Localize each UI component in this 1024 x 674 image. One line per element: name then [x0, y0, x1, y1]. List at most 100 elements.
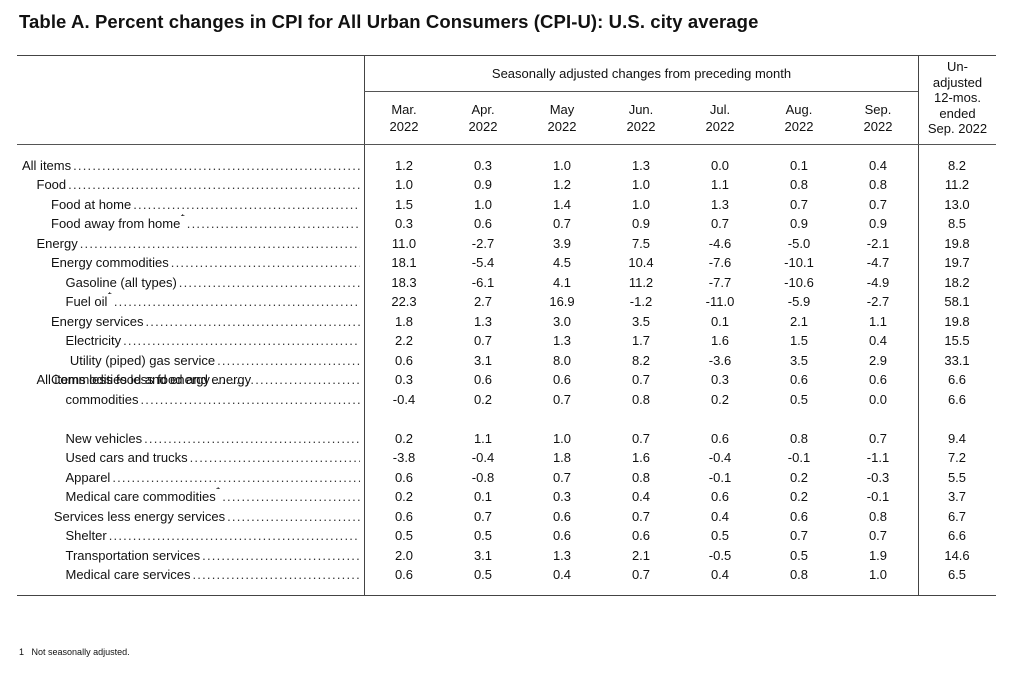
value-cell: 2.2 — [394, 333, 414, 348]
table-row: Commodities less food and energy commodit… — [0, 372, 1024, 410]
value-cell: 0.1 — [710, 313, 730, 329]
unadjusted-header-line: 12-mos. — [934, 90, 981, 105]
row-label-text: Utility (piped) gas service — [69, 352, 216, 368]
value-cell: 0.3 — [394, 372, 414, 387]
column-header-month: Sep. — [864, 102, 892, 117]
value-cell: 0.1 — [789, 157, 809, 173]
value-cell: 0.4 — [868, 157, 888, 173]
value-cell: 0.6 — [552, 528, 572, 543]
value-cell: 0.6 — [473, 216, 493, 231]
unadjusted-header-line: adjusted — [932, 74, 983, 90]
table-row: Used cars and trucks -3.8 -0.4 1.8 1.6 -0.4 -0… — [0, 448, 1024, 468]
leader-dots — [78, 234, 360, 254]
value-cell: 3.1 — [473, 352, 493, 368]
value-cell: -2.1 — [866, 235, 890, 251]
table-bottom-rule — [17, 595, 996, 596]
value-cell: 0.0 — [868, 391, 888, 407]
row-label: Food — [22, 175, 360, 195]
value-cell: 18.3 — [391, 274, 417, 290]
value-cell: 3.9 — [552, 235, 572, 251]
unadjusted-value-cell: 13.0 — [944, 196, 970, 212]
value-cell: 0.6 — [394, 469, 414, 485]
value-cell: 2.9 — [868, 352, 888, 368]
unadjusted-header-line: ended — [939, 105, 976, 121]
leader-dots — [215, 351, 360, 371]
unadjusted-value-cell: 8.5 — [947, 216, 967, 231]
column-header-year: 2022 — [863, 119, 893, 134]
value-cell: 0.4 — [552, 567, 572, 582]
row-label: Electricity — [22, 331, 360, 351]
footnote-reference: 1 — [216, 487, 220, 507]
row-label: Shelter — [22, 526, 360, 546]
value-cell: -11.0 — [705, 294, 735, 309]
value-cell: 0.4 — [868, 333, 888, 348]
unadjusted-value-cell: 14.6 — [944, 547, 970, 563]
value-cell: 0.8 — [868, 508, 888, 524]
value-cell: 0.8 — [789, 177, 809, 192]
value-cell: 0.7 — [552, 391, 572, 407]
table-row: Shelter 0.5 0.5 0.6 0.6 0.5 0.7 0.7 6.6 — [0, 526, 1024, 546]
value-cell: 0.1 — [473, 489, 493, 504]
column-header-year: 2022 — [547, 119, 577, 134]
unadjusted-value-cell: 19.7 — [944, 255, 970, 270]
table-row: Medical care services 0.6 0.5 0.4 0.7 0.4 0.8 1… — [0, 565, 1024, 585]
value-cell: -10.1 — [784, 255, 814, 270]
value-cell: 0.5 — [473, 567, 493, 582]
column-header: Jun. 2022 — [602, 101, 680, 135]
unadjusted-value-cell: 6.6 — [947, 391, 967, 407]
table-row: Services less energy services 0.6 0.7 0.6 0.… — [0, 507, 1024, 527]
value-cell: 10.4 — [628, 255, 654, 270]
group-header-rule — [364, 91, 918, 92]
row-label: Medical care services — [22, 565, 360, 585]
table-row: Food away from home1 0.3 0.6 0.7 0.9 0.7 0.9 0.… — [0, 214, 1024, 234]
table-row: All items less food and energy 0.3 0.6 0.6 0… — [0, 370, 1024, 390]
value-cell: 1.1 — [473, 430, 493, 446]
value-cell: 0.5 — [789, 547, 809, 563]
value-cell: -2.7 — [471, 235, 495, 251]
row-label-text: Electricity — [65, 333, 122, 348]
value-cell: 2.7 — [473, 294, 493, 309]
value-cell: 0.6 — [631, 528, 651, 543]
header-bottom-rule — [17, 144, 996, 145]
row-label-text: Gasoline (all types) — [65, 274, 177, 290]
leader-dots — [131, 195, 360, 215]
unadjusted-value-cell: 6.6 — [947, 528, 967, 543]
value-cell: 0.6 — [710, 430, 730, 446]
value-cell: 0.6 — [394, 508, 414, 524]
value-cell: -4.9 — [866, 274, 890, 290]
value-cell: 0.6 — [868, 372, 888, 387]
column-header-year: 2022 — [784, 119, 814, 134]
leader-dots — [177, 273, 360, 293]
row-label-text: Services less energy services — [53, 508, 226, 524]
value-cell: 0.7 — [631, 567, 651, 582]
row-label-text: Energy — [36, 235, 78, 251]
value-cell: 3.5 — [631, 313, 651, 329]
table-row: Transportation services 2.0 3.1 1.3 2.1 -0.5 0… — [0, 546, 1024, 566]
row-label-text: Energy commodities — [51, 255, 169, 270]
value-cell: -0.1 — [787, 450, 811, 465]
table-row: Energy 11.0 -2.7 3.9 7.5 -4.6 -5.0 -2.1 19.8 — [0, 234, 1024, 254]
value-cell: 0.5 — [473, 528, 493, 543]
value-cell: 0.8 — [631, 469, 651, 485]
value-cell: 1.2 — [552, 177, 572, 192]
table-row: Energy services 1.8 1.3 3.0 3.5 0.1 2.1 1.1 19.8 — [0, 312, 1024, 332]
row-label-text-continued: commodities — [65, 391, 139, 407]
unadjusted-value-cell: 6.6 — [947, 372, 967, 387]
row-label-text: Shelter — [65, 528, 107, 543]
column-header-month: Aug. — [785, 102, 813, 117]
row-label: Gasoline (all types) — [22, 273, 360, 293]
value-cell: 0.3 — [394, 216, 414, 231]
column-header: May 2022 — [523, 101, 601, 135]
value-cell: 0.9 — [789, 216, 809, 231]
unadjusted-value-cell: 18.2 — [944, 274, 970, 290]
row-label-text: Food — [36, 177, 67, 192]
unadjusted-value-cell: 15.5 — [944, 333, 970, 348]
value-cell: -2.7 — [866, 294, 890, 309]
table-row: Fuel oil1 22.3 2.7 16.9 -1.2 -11.0 -5.9 -2.7 58.… — [0, 292, 1024, 312]
row-label-text: Used cars and trucks — [65, 450, 188, 465]
value-cell: 0.5 — [710, 528, 730, 543]
value-cell: 0.7 — [710, 216, 730, 231]
group-header: Seasonally adjusted changes from precedi… — [491, 66, 792, 81]
unadjusted-value-cell: 7.2 — [947, 450, 967, 465]
value-cell: 1.0 — [473, 196, 493, 212]
